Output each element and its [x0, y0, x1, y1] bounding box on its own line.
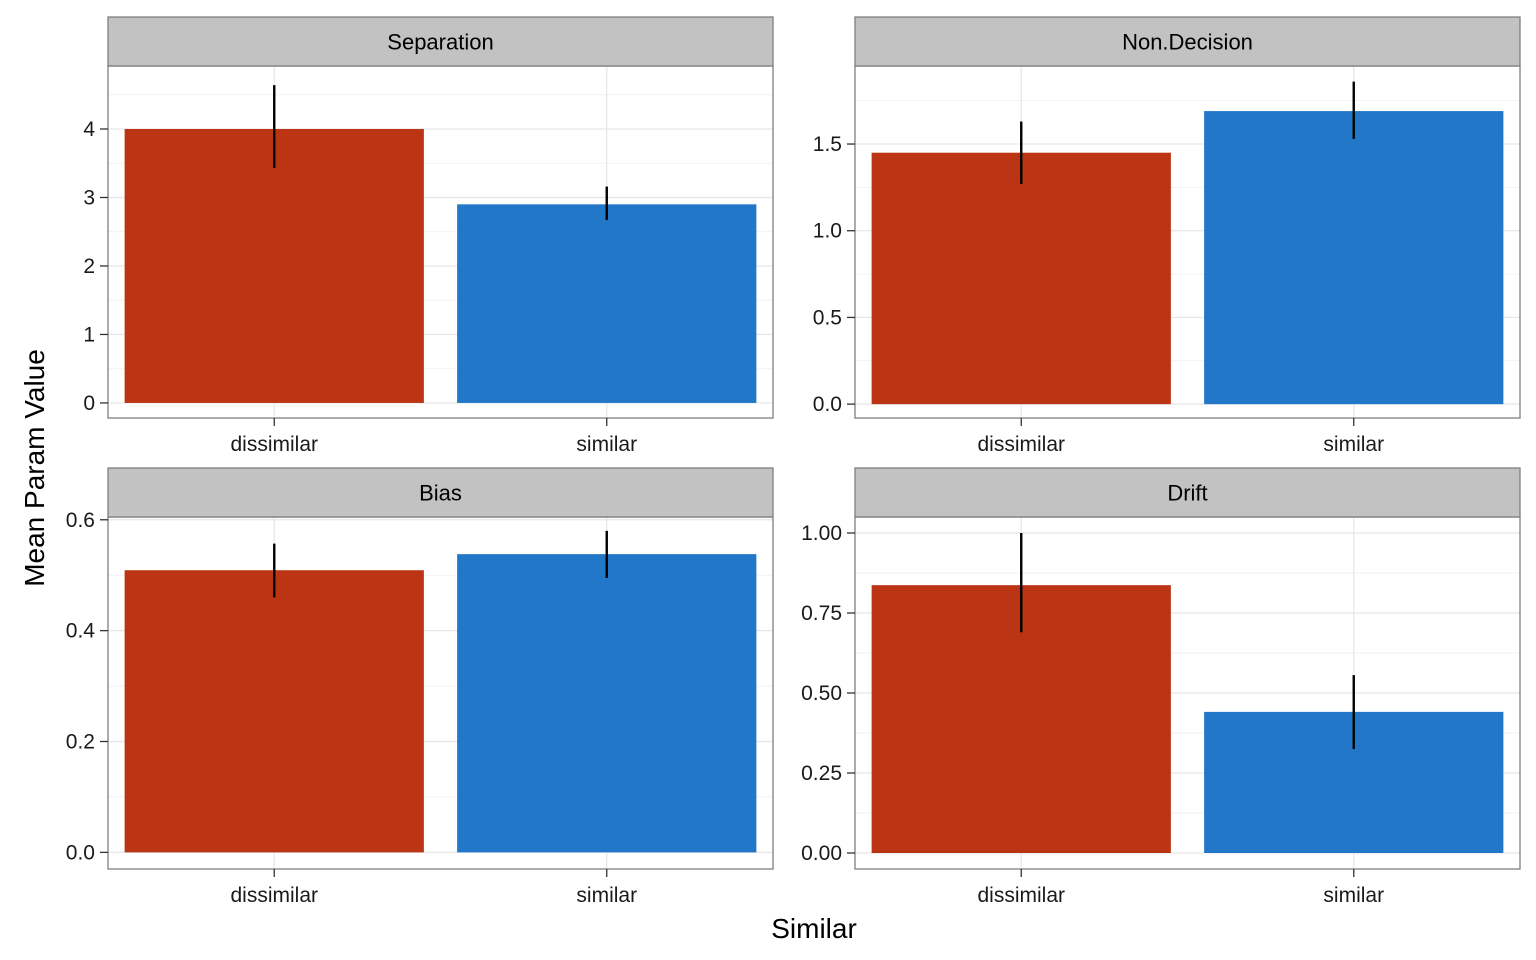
y-tick-label: 0.0 — [66, 841, 95, 864]
bar-dissimilar — [871, 152, 1171, 405]
y-tick-label: 0.5 — [813, 306, 842, 329]
strip-background — [107, 16, 774, 67]
y-tick-label: 0 — [83, 392, 95, 415]
x-tick-label: similar — [1323, 884, 1384, 907]
y-tick-label: 0.25 — [801, 762, 842, 785]
y-axis-title: Mean Param Value — [19, 349, 50, 587]
panel-3: Drift 0.00 0.25 0.50 0.75 1.00 dissimilar simil… — [801, 467, 1521, 907]
y-tick-label: 1.0 — [813, 220, 842, 243]
strip-label: Non.Decision — [1122, 30, 1253, 55]
y-tick-label: 0.2 — [66, 731, 95, 754]
x-tick-label: similar — [576, 433, 637, 456]
y-tick-label: 1.5 — [813, 133, 842, 156]
y-tick-label: 0.00 — [801, 842, 842, 865]
x-tick-label: similar — [1323, 433, 1384, 456]
y-tick-label: 2 — [83, 255, 95, 278]
panel-1: Non.Decision 0.0 0.5 1.0 1.5 dissimilar simila… — [813, 16, 1521, 456]
y-tick-label: 0.75 — [801, 602, 842, 625]
bar-similar — [1204, 111, 1504, 405]
x-tick-label: similar — [576, 884, 637, 907]
y-tick-label: 1 — [83, 323, 95, 346]
x-tick-label: dissimilar — [977, 433, 1065, 456]
y-tick-label: 0.4 — [66, 620, 96, 643]
y-tick-label: 0.50 — [801, 682, 842, 705]
y-tick-label: 4 — [83, 118, 95, 141]
x-tick-label: dissimilar — [230, 433, 318, 456]
bar-similar — [457, 204, 757, 403]
bar-similar — [457, 554, 757, 853]
x-axis-title: Similar — [771, 913, 857, 944]
y-tick-label: 0.0 — [813, 393, 842, 416]
x-tick-label: dissimilar — [230, 884, 318, 907]
bar-dissimilar — [124, 570, 424, 853]
x-tick-label: dissimilar — [977, 884, 1065, 907]
bar-dissimilar — [124, 129, 424, 403]
strip-label: Bias — [419, 481, 462, 506]
strip-label: Separation — [387, 30, 493, 55]
strip-background — [107, 467, 774, 518]
panel-2: Bias 0.0 0.2 0.4 0.6 dissimilar similar — [66, 467, 774, 907]
panel-0: Separation 0 1 2 3 4 dissimilar similar — [83, 16, 774, 456]
y-tick-label: 0.6 — [66, 509, 95, 532]
y-tick-label: 1.00 — [801, 522, 842, 545]
strip-background — [854, 16, 1521, 67]
strip-background — [854, 467, 1521, 518]
strip-label: Drift — [1167, 481, 1207, 506]
y-tick-label: 3 — [83, 186, 95, 209]
